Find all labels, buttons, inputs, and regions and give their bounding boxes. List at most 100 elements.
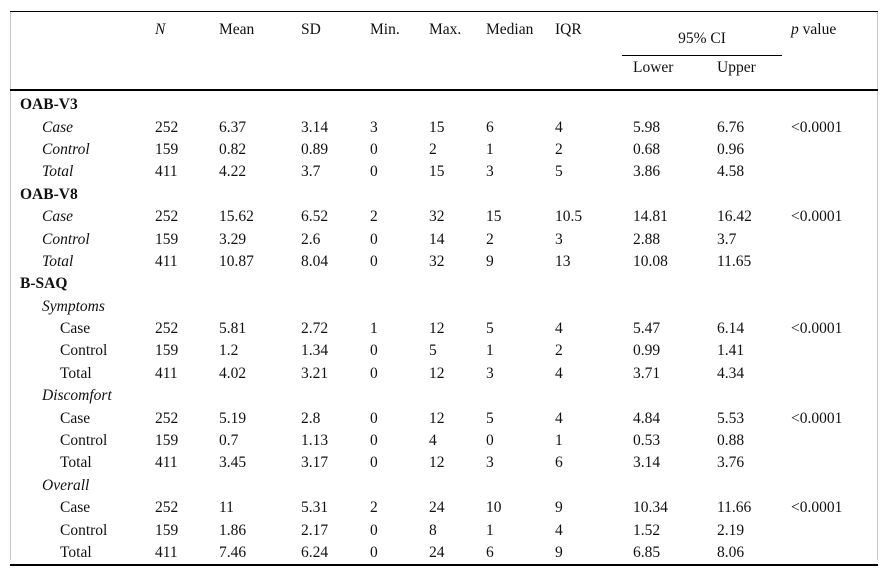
cell: 0 [370, 409, 378, 427]
cell: 3 [486, 163, 494, 181]
cell: 5 [486, 409, 494, 427]
cell: 24 [429, 499, 445, 517]
cell: 5.31 [301, 499, 329, 517]
section-row: Discomfort [10, 385, 878, 407]
cell [429, 385, 486, 407]
cell: 2 [555, 140, 563, 158]
cell: 3 [486, 454, 494, 472]
cell [717, 296, 791, 318]
cell [370, 90, 429, 116]
cell: 7.46 [219, 544, 247, 561]
cell: 4 [555, 320, 563, 338]
cell: 3.7 [717, 230, 737, 248]
cell [370, 385, 429, 407]
cell: 15 [429, 118, 445, 136]
cell [429, 296, 486, 318]
cell: <0.0001 [791, 208, 843, 226]
cell [633, 273, 717, 295]
cell: 14 [429, 230, 445, 248]
data-row: Control 159 1.86 2.17 0 8 1 4 1.52 2.19 [10, 519, 878, 541]
col-header-sd: SD [301, 21, 321, 38]
cell [486, 385, 555, 407]
row-label: OAB-V3 [20, 96, 78, 114]
header-spacer [301, 57, 370, 91]
cell: 411 [155, 544, 178, 561]
header-spacer [791, 57, 879, 91]
cell [791, 430, 878, 452]
cell: 3.71 [633, 364, 661, 382]
row-label: Total [60, 544, 92, 561]
cell [791, 475, 878, 497]
cell: 5.47 [633, 320, 661, 338]
ci-group-label: 95% CI [678, 30, 726, 47]
cell [791, 519, 878, 541]
cell: 8 [429, 521, 437, 539]
cell: 0 [370, 544, 378, 561]
cell [791, 161, 878, 183]
cell: 6.76 [717, 118, 745, 136]
cell: 9 [555, 544, 563, 561]
cell: 12 [429, 409, 445, 427]
header-spacer [155, 57, 219, 91]
cell [633, 385, 717, 407]
cell: 6.24 [301, 544, 329, 561]
cell: 4 [555, 521, 563, 539]
row-label: OAB-V8 [20, 185, 78, 203]
cell: 3.45 [219, 454, 247, 472]
cell: 3.29 [219, 230, 247, 248]
header-spacer [486, 57, 555, 91]
col-header-ci-group: 95% CI [622, 12, 791, 58]
col-header-p-value: p value [791, 12, 878, 58]
cell: <0.0001 [791, 118, 843, 136]
table-header: N Mean SD Min. Max. Median IQR 95% CI p … [10, 12, 879, 91]
cell: 15 [429, 163, 445, 181]
row-label: Control [60, 521, 108, 539]
cell: 1.13 [301, 432, 329, 450]
cell: 1 [486, 521, 494, 539]
table-right-frame-line [877, 11, 878, 560]
cell: 0.96 [717, 140, 745, 158]
data-row: Case 252 5.81 2.72 1 12 5 4 5.47 6.14 <0.0001 [10, 318, 878, 340]
col-header-ci-upper: Upper [717, 57, 792, 91]
cell [486, 273, 555, 295]
cell: 6 [555, 454, 563, 472]
cell: 2.17 [301, 521, 329, 539]
cell: 2.19 [717, 521, 745, 539]
cell: 2.6 [301, 230, 321, 248]
header-row-1: N Mean SD Min. Max. Median IQR 95% CI p … [10, 12, 878, 58]
cell: 1 [370, 320, 378, 338]
cell: 411 [155, 454, 178, 472]
data-row: Control 159 0.82 0.89 0 2 1 2 0.68 0.96 [10, 139, 878, 161]
cell: 0 [486, 432, 494, 450]
data-row: Control 159 0.7 1.13 0 4 0 1 0.53 0.88 [10, 430, 878, 452]
row-label: Symptoms [42, 297, 105, 315]
cell: 2 [370, 499, 378, 517]
cell: 13 [555, 252, 571, 270]
cell [791, 296, 878, 318]
cell [486, 296, 555, 318]
cell: 5.53 [717, 409, 745, 427]
cell: 4.02 [219, 364, 247, 382]
col-header-iqr: IQR [555, 21, 582, 38]
cell: 4 [555, 409, 563, 427]
cell [301, 475, 370, 497]
cell: 252 [155, 409, 179, 427]
cell [219, 475, 301, 497]
cell [633, 184, 717, 206]
cell: 10.87 [219, 252, 254, 270]
col-header-min: Min. [370, 21, 400, 38]
cell: 16.42 [717, 208, 752, 226]
cell: 0 [370, 454, 378, 472]
cell: 2 [486, 230, 494, 248]
data-row: Total 411 3.45 3.17 0 12 3 6 3.14 3.76 [10, 452, 878, 474]
section-row: OAB-V8 [10, 184, 878, 206]
cell: 5.81 [219, 320, 247, 338]
cell [555, 184, 633, 206]
cell [791, 184, 878, 206]
cell: 411 [155, 252, 178, 270]
cell [717, 475, 791, 497]
cell: 2.88 [633, 230, 661, 248]
cell: 1.52 [633, 521, 661, 539]
cell: 6 [486, 544, 494, 561]
cell [791, 251, 878, 273]
